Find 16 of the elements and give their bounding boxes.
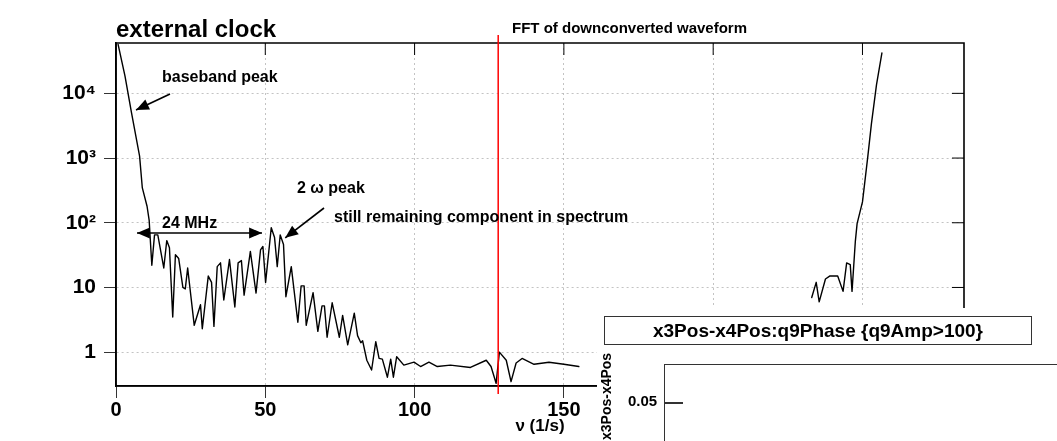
- y-tick-label: 10³: [65, 144, 96, 168]
- x-tick-label: 50: [254, 397, 277, 420]
- annotation: 2 ω peak: [297, 179, 365, 196]
- annotation: 24 MHz: [162, 214, 218, 231]
- annotation: baseband peak: [162, 68, 278, 85]
- text: x3Pos-x4Pos:q9Phase {q9Amp>100}: [604, 316, 1032, 345]
- chart-title: external clock: [116, 15, 277, 42]
- x-tick-label: 0: [110, 397, 122, 420]
- y-tick-label: 10²: [65, 209, 96, 233]
- y-tick-label: 1: [84, 338, 97, 362]
- y-tick-label: 10: [72, 274, 96, 298]
- y-tick-label: 10⁴: [62, 80, 96, 104]
- text: 0.05: [628, 392, 658, 409]
- chart-subtitle: FFT of downconverted waveform: [512, 19, 748, 36]
- x-tick-label: 100: [397, 397, 432, 420]
- text: x3Pos-x4Pos: [598, 352, 615, 440]
